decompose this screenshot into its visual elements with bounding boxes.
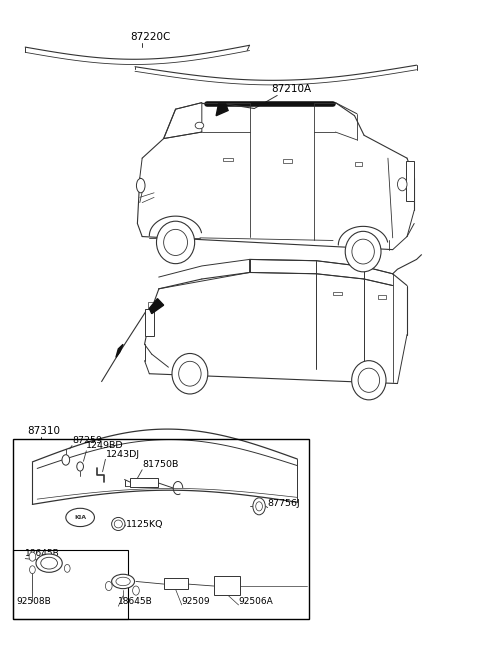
Text: 87210A: 87210A [271,84,311,94]
Text: 18645B: 18645B [118,596,153,605]
Circle shape [106,581,112,590]
Circle shape [64,564,70,572]
Bar [13,439,309,619]
Bar [223,157,233,161]
Text: 87310: 87310 [28,426,60,436]
Ellipse shape [36,554,62,572]
Text: 87259: 87259 [72,436,102,445]
Ellipse shape [136,178,145,193]
Text: 81750B: 81750B [142,460,179,469]
Ellipse shape [345,232,381,272]
Ellipse shape [41,558,58,569]
Ellipse shape [66,508,95,527]
Circle shape [256,502,263,511]
Ellipse shape [112,574,134,588]
Text: 18645B: 18645B [25,549,60,558]
Circle shape [62,455,70,465]
Circle shape [77,462,84,471]
Bar [13,550,128,619]
Ellipse shape [195,122,204,129]
Ellipse shape [156,221,195,264]
Text: 87756J: 87756J [268,499,300,508]
Ellipse shape [172,354,208,394]
Text: 87220C: 87220C [130,32,170,42]
Text: 92509: 92509 [182,596,210,605]
Ellipse shape [164,230,188,255]
Ellipse shape [352,361,386,400]
Text: 1125KQ: 1125KQ [125,520,163,529]
Bar [406,161,414,201]
Bar [283,159,292,163]
Text: 1249BD: 1249BD [86,441,124,450]
Bar [214,576,240,594]
Circle shape [253,498,265,515]
Bar [164,577,188,589]
Text: KIA: KIA [74,515,86,520]
Bar [355,162,362,166]
Bar [148,302,156,308]
Text: 92508B: 92508B [17,596,51,605]
Polygon shape [216,104,228,115]
Ellipse shape [179,361,201,386]
Ellipse shape [352,239,374,264]
Circle shape [132,586,139,595]
Ellipse shape [116,577,130,586]
Text: 1243DJ: 1243DJ [106,449,140,459]
Ellipse shape [112,518,125,531]
Polygon shape [149,298,164,314]
Circle shape [397,178,407,191]
Bar [333,292,342,295]
Circle shape [30,565,35,573]
Ellipse shape [358,368,380,392]
Ellipse shape [114,520,122,528]
Bar [144,309,154,337]
Polygon shape [116,344,123,358]
Bar [130,478,158,487]
Bar [378,295,385,298]
Circle shape [29,552,36,561]
Text: 92506A: 92506A [239,596,273,605]
